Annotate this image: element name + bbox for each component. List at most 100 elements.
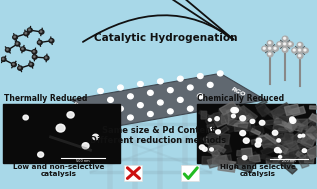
Circle shape bbox=[187, 85, 193, 90]
Bar bbox=[285, 132, 304, 148]
Bar bbox=[300, 125, 307, 130]
Bar bbox=[296, 151, 305, 159]
Circle shape bbox=[304, 49, 306, 51]
Bar bbox=[292, 119, 302, 129]
Bar bbox=[241, 148, 253, 159]
Bar bbox=[273, 107, 292, 122]
Circle shape bbox=[11, 62, 16, 67]
Bar bbox=[297, 139, 312, 148]
Text: Same size & Pd Content: Same size & Pd Content bbox=[102, 125, 215, 135]
Bar bbox=[228, 119, 248, 128]
Circle shape bbox=[259, 120, 265, 125]
Circle shape bbox=[208, 119, 211, 121]
Bar bbox=[307, 116, 317, 135]
Bar bbox=[251, 129, 261, 135]
Circle shape bbox=[210, 127, 213, 130]
Circle shape bbox=[168, 88, 173, 93]
Circle shape bbox=[290, 117, 294, 121]
Circle shape bbox=[263, 47, 265, 49]
Circle shape bbox=[39, 30, 44, 34]
Bar bbox=[273, 121, 294, 132]
Circle shape bbox=[33, 51, 35, 52]
Circle shape bbox=[299, 43, 301, 45]
Bar bbox=[301, 118, 312, 127]
Circle shape bbox=[25, 33, 27, 34]
Bar bbox=[256, 134, 270, 142]
Circle shape bbox=[7, 49, 8, 50]
Circle shape bbox=[289, 43, 291, 45]
Bar bbox=[260, 136, 274, 144]
Bar bbox=[181, 165, 199, 181]
Circle shape bbox=[207, 82, 213, 87]
Bar bbox=[238, 124, 255, 131]
Circle shape bbox=[197, 74, 203, 78]
Circle shape bbox=[14, 36, 16, 38]
Text: Different reduction methods: Different reduction methods bbox=[90, 136, 226, 145]
Circle shape bbox=[243, 138, 249, 143]
Circle shape bbox=[231, 114, 236, 118]
Bar bbox=[271, 138, 285, 144]
Bar bbox=[255, 100, 267, 108]
Circle shape bbox=[231, 108, 237, 113]
Text: 500 nm: 500 nm bbox=[76, 159, 89, 163]
Bar bbox=[278, 157, 294, 163]
Circle shape bbox=[277, 139, 281, 142]
Bar bbox=[305, 155, 314, 163]
Circle shape bbox=[148, 90, 153, 95]
Bar bbox=[309, 114, 317, 125]
Bar bbox=[282, 141, 299, 153]
Bar bbox=[247, 155, 265, 161]
Circle shape bbox=[299, 49, 301, 51]
Bar bbox=[293, 152, 301, 160]
Text: RGO: RGO bbox=[230, 86, 246, 97]
Circle shape bbox=[217, 71, 223, 76]
Bar bbox=[237, 110, 255, 124]
Bar bbox=[212, 159, 227, 166]
Bar bbox=[251, 138, 261, 144]
Circle shape bbox=[32, 50, 37, 54]
Circle shape bbox=[292, 48, 298, 53]
Circle shape bbox=[210, 148, 213, 151]
Circle shape bbox=[13, 35, 17, 39]
Circle shape bbox=[275, 148, 280, 153]
Bar bbox=[240, 114, 253, 124]
Bar bbox=[218, 160, 236, 172]
Circle shape bbox=[108, 97, 113, 102]
Bar bbox=[218, 142, 232, 154]
Bar bbox=[276, 145, 288, 153]
Circle shape bbox=[34, 56, 35, 57]
Circle shape bbox=[267, 46, 273, 51]
Bar bbox=[273, 134, 287, 147]
Bar bbox=[256, 104, 270, 116]
Circle shape bbox=[282, 42, 288, 47]
Bar bbox=[297, 144, 309, 148]
Circle shape bbox=[282, 47, 288, 52]
Circle shape bbox=[216, 130, 220, 134]
Circle shape bbox=[128, 115, 133, 120]
Bar bbox=[301, 134, 316, 146]
Bar bbox=[201, 111, 207, 119]
Circle shape bbox=[267, 41, 273, 46]
Circle shape bbox=[268, 42, 271, 44]
Bar bbox=[312, 128, 317, 139]
Bar bbox=[226, 106, 247, 120]
Bar bbox=[302, 136, 309, 142]
Bar bbox=[226, 105, 241, 116]
Circle shape bbox=[283, 49, 286, 50]
Circle shape bbox=[178, 97, 183, 102]
Bar bbox=[281, 148, 294, 157]
Bar bbox=[264, 134, 277, 144]
Bar bbox=[219, 109, 227, 116]
Circle shape bbox=[118, 106, 123, 111]
Text: High and selective: High and selective bbox=[220, 164, 296, 170]
Bar bbox=[242, 152, 260, 165]
Bar bbox=[234, 123, 250, 131]
Circle shape bbox=[297, 48, 303, 53]
Bar bbox=[281, 155, 294, 163]
Bar bbox=[207, 155, 229, 168]
Circle shape bbox=[297, 53, 303, 59]
Text: Thermally Reduced: Thermally Reduced bbox=[4, 94, 87, 103]
Circle shape bbox=[299, 55, 301, 57]
Circle shape bbox=[279, 156, 281, 158]
Circle shape bbox=[202, 147, 207, 151]
